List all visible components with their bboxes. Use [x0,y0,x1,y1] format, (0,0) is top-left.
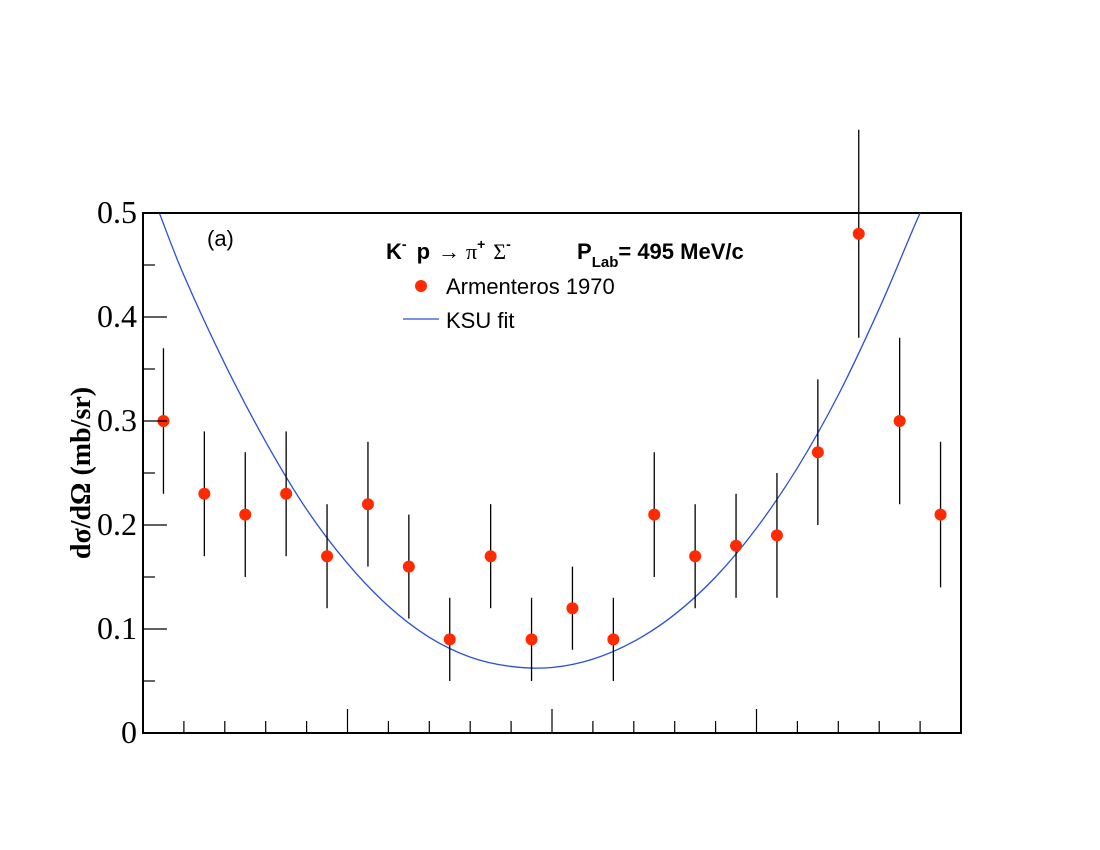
data-point [607,597,620,681]
data-point [852,129,865,338]
data-marker [811,446,824,459]
svg-text:PLab= 495 MeV/c: PLab= 495 MeV/c [577,239,744,271]
data-marker [852,227,865,240]
data-marker [566,602,579,615]
x-axis-group [183,709,921,733]
reaction-kaon: K [386,239,402,264]
data-marker [361,498,374,511]
data-point [280,431,293,557]
data-marker [280,487,293,500]
data-point [811,379,824,525]
data-point [770,473,783,598]
data-marker [525,633,538,646]
y-tick-label: 0.4 [97,298,137,334]
data-point [402,514,415,619]
data-marker [607,633,620,646]
data-point [689,504,702,609]
legend-label-armenteros: Armenteros 1970 [446,274,615,299]
data-marker [730,539,743,552]
data-point [484,504,497,609]
data-point [566,566,579,650]
fit-curve-group [158,213,921,669]
data-marker [648,508,661,521]
data-marker [934,508,947,521]
reaction-kaon-charge: - [402,236,407,252]
panel-label: (a) [207,226,234,251]
reaction-arrow: → [438,239,460,264]
plab-value: = 495 MeV/c [618,239,743,264]
legend-marker-armenteros [415,280,427,292]
y-tick-label: 0.2 [97,506,137,542]
ksu-fit-line [158,213,921,669]
data-marker [770,529,783,542]
data-marker [198,487,211,500]
data-point [443,597,456,681]
reaction-proton: p [417,239,430,264]
y-tick-label: 0.1 [97,610,137,646]
plab-subscript: Lab [592,254,619,271]
data-points-group [157,129,947,681]
y-tick-label: 0.5 [97,194,137,230]
data-point [730,493,743,598]
data-marker [484,550,497,563]
data-point [934,441,947,588]
svg-text:K-p: K-p [386,236,430,264]
reaction-pion: π [466,239,477,264]
reaction-title: K-p → π+ Σ- PLab= 495 MeV/c [386,236,744,271]
data-marker [893,415,906,427]
reaction-sigma-charge: - [506,236,511,252]
data-marker [689,550,702,563]
data-point [525,597,538,681]
plab-symbol: P [577,239,592,264]
data-point [361,441,374,567]
data-point [893,337,906,505]
y-tick-label: 0 [121,714,137,750]
svg-text:→π+Σ-: → π+ Σ- [438,236,511,264]
legend-label-ksu: KSU fit [446,308,514,333]
data-point [239,452,252,577]
data-point [321,504,334,609]
y-axis-title: dσ/dΩ (mb/sr) [66,387,97,559]
data-marker [321,550,334,563]
data-marker [402,560,415,573]
reaction-sigma: Σ [493,239,506,264]
reaction-pion-charge: + [477,236,485,252]
legend: Armenteros 1970 KSU fit [403,274,615,333]
y-axis-group: 0 0.1 0.2 0.3 0.4 0.5 [97,194,167,750]
data-point [648,452,661,577]
y-tick-label: 0.3 [97,402,137,438]
data-point [198,431,211,557]
data-marker [239,508,252,521]
data-marker [443,633,456,646]
